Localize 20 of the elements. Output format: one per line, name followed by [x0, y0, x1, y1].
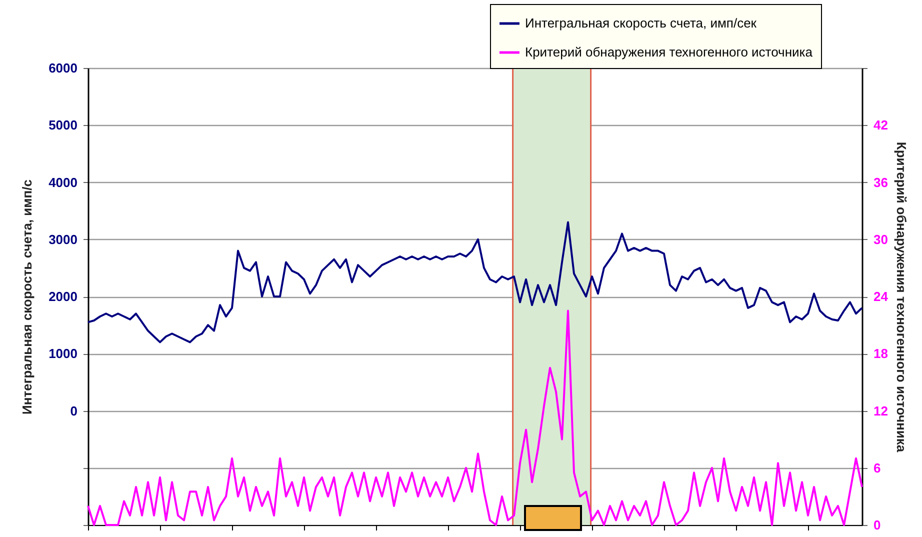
legend-label: Интегральная скорость счета, имп/сек [525, 16, 757, 30]
y-axis-title: Интегральная скорость счета, имп/с [20, 180, 35, 414]
y-tick-label: 5000 [48, 118, 78, 133]
y-tick-label: 4000 [48, 174, 78, 190]
y2-tick-label: 12 [874, 403, 888, 418]
legend-label: Критерий обнаружения техногенного источника [525, 44, 814, 60]
y2-axis-title: Критерий обнаружения техногенного источника [894, 142, 909, 453]
y2-tick-label: 6 [874, 460, 881, 476]
y2-tick-label: 42 [874, 118, 888, 133]
y-tick-label: 2000 [48, 289, 78, 304]
y2-tick-label: 30 [874, 232, 888, 247]
line-series [87, 221, 863, 344]
y2-tick-label: 18 [874, 346, 888, 362]
y-tick-label: 6000 [48, 60, 78, 76]
y-tick-label: 1000 [48, 346, 78, 362]
y2-tick-label: 0 [874, 518, 881, 532]
y-tick-label: 0 [70, 403, 78, 418]
y2-tick-label: 24 [874, 289, 889, 304]
y2-tick-label: 36 [874, 174, 888, 190]
y-tick-label: 3000 [48, 232, 78, 247]
